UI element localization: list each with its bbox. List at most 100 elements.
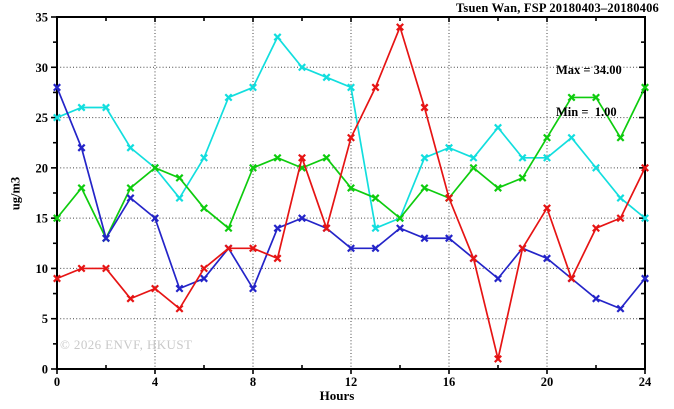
blue-series-marker bbox=[151, 214, 159, 223]
blue-series-marker bbox=[102, 234, 110, 243]
green-series-marker bbox=[518, 173, 527, 182]
blue-series-marker bbox=[53, 83, 61, 92]
cyan-series-marker bbox=[371, 224, 380, 233]
green-series-marker bbox=[641, 83, 649, 92]
green-series-marker bbox=[592, 93, 600, 102]
blue-series-marker bbox=[616, 304, 625, 313]
green-series-marker bbox=[396, 214, 404, 223]
red-series-marker bbox=[420, 103, 429, 112]
red-series-marker bbox=[347, 133, 355, 142]
y-tick-label: 5 bbox=[42, 312, 48, 326]
blue-series-marker bbox=[420, 234, 429, 243]
blue-series-marker bbox=[126, 194, 135, 203]
x-tick-label: 12 bbox=[345, 375, 358, 389]
y-tick-label: 35 bbox=[36, 11, 49, 25]
y-tick-label: 15 bbox=[36, 212, 49, 226]
y-tick-label: 30 bbox=[36, 61, 49, 75]
green-series-marker bbox=[175, 173, 184, 182]
cyan-series-marker bbox=[102, 103, 110, 112]
green-series-marker bbox=[469, 163, 478, 172]
y-tick-label: 20 bbox=[36, 161, 49, 175]
red-series-marker bbox=[200, 264, 208, 273]
green-series-marker bbox=[494, 183, 502, 192]
red-series-marker bbox=[273, 254, 282, 263]
cyan-series-marker bbox=[126, 143, 135, 152]
red-series-marker bbox=[567, 274, 576, 283]
chart-title: Tsuen Wan, FSP 20180403–20180406 bbox=[456, 1, 659, 15]
cyan-series-marker bbox=[469, 153, 478, 162]
red-series-marker bbox=[592, 224, 600, 233]
x-tick-label: 4 bbox=[152, 375, 159, 389]
cyan-series-marker bbox=[77, 103, 86, 112]
red-series-marker bbox=[224, 244, 233, 253]
green-series-marker bbox=[126, 183, 135, 192]
y-axis-title: ug/m3 bbox=[8, 176, 23, 211]
x-tick-label: 20 bbox=[541, 375, 554, 389]
cyan-series-marker bbox=[53, 113, 61, 122]
y-tick-label: 10 bbox=[36, 262, 49, 276]
max-min-annotation: Max = 34.00 Min = 1.00 bbox=[556, 35, 622, 147]
green-series-marker bbox=[322, 153, 331, 162]
blue-series-marker bbox=[175, 284, 184, 293]
red-series-marker bbox=[175, 304, 184, 313]
green-series-marker bbox=[420, 183, 429, 192]
cyan-series-marker bbox=[200, 153, 208, 162]
x-tick-label: 24 bbox=[639, 375, 652, 389]
blue-series-marker bbox=[371, 244, 380, 253]
red-series-marker bbox=[249, 244, 257, 253]
red-series-marker bbox=[494, 354, 502, 363]
x-axis-title: Hours bbox=[319, 388, 355, 403]
blue-series-marker bbox=[494, 274, 502, 283]
red-series-marker bbox=[616, 214, 625, 223]
green-series-marker bbox=[371, 194, 380, 203]
green-series-marker bbox=[53, 214, 61, 223]
watermark: © 2026 ENVF, HKUST bbox=[60, 337, 193, 352]
x-tick-label: 0 bbox=[54, 375, 60, 389]
green-series-marker bbox=[347, 183, 355, 192]
blue-series-marker bbox=[347, 244, 355, 253]
max-value-label: Max = 34.00 bbox=[556, 63, 622, 77]
blue-series-marker bbox=[200, 274, 208, 283]
blue-series-marker bbox=[445, 234, 453, 243]
blue-series-marker bbox=[592, 294, 600, 303]
blue-series-marker bbox=[543, 254, 551, 263]
y-tick-label: 25 bbox=[36, 111, 49, 125]
red-series-marker bbox=[77, 264, 86, 273]
cyan-series-marker bbox=[543, 153, 551, 162]
blue-series-marker bbox=[298, 214, 306, 223]
cyan-series-marker bbox=[322, 73, 331, 82]
red-series-marker bbox=[469, 254, 478, 263]
cyan-series-marker bbox=[445, 143, 453, 152]
y-tick-label: 0 bbox=[42, 363, 48, 377]
red-series-marker bbox=[53, 274, 61, 283]
green-series-marker bbox=[151, 163, 159, 172]
x-tick-label: 8 bbox=[250, 375, 256, 389]
cyan-series-marker bbox=[175, 194, 184, 203]
red-series-marker bbox=[322, 224, 331, 233]
red-series-marker bbox=[445, 194, 453, 203]
blue-series-marker bbox=[396, 224, 404, 233]
red-series-marker bbox=[298, 153, 306, 162]
green-series-marker bbox=[567, 93, 576, 102]
min-value-label: Min = 1.00 bbox=[556, 105, 617, 119]
green-series-marker bbox=[273, 153, 282, 162]
cyan-series-marker bbox=[298, 63, 306, 72]
cyan-series-marker bbox=[273, 33, 282, 42]
x-tick-label: 16 bbox=[443, 375, 456, 389]
green-series-marker bbox=[249, 163, 257, 172]
cyan-series-marker bbox=[592, 163, 600, 172]
red-series-marker bbox=[151, 284, 159, 293]
red-series-marker bbox=[396, 23, 404, 32]
red-series-marker bbox=[518, 244, 527, 253]
cyan-series-marker bbox=[494, 123, 502, 132]
red-series-marker bbox=[102, 264, 110, 273]
cyan-series-marker bbox=[249, 83, 257, 92]
red-series-marker bbox=[126, 294, 135, 303]
red-series-marker bbox=[641, 163, 649, 172]
cyan-series-marker bbox=[641, 214, 649, 223]
red-series-marker bbox=[543, 204, 551, 213]
blue-series-marker bbox=[641, 274, 649, 283]
green-series-marker bbox=[224, 224, 233, 233]
